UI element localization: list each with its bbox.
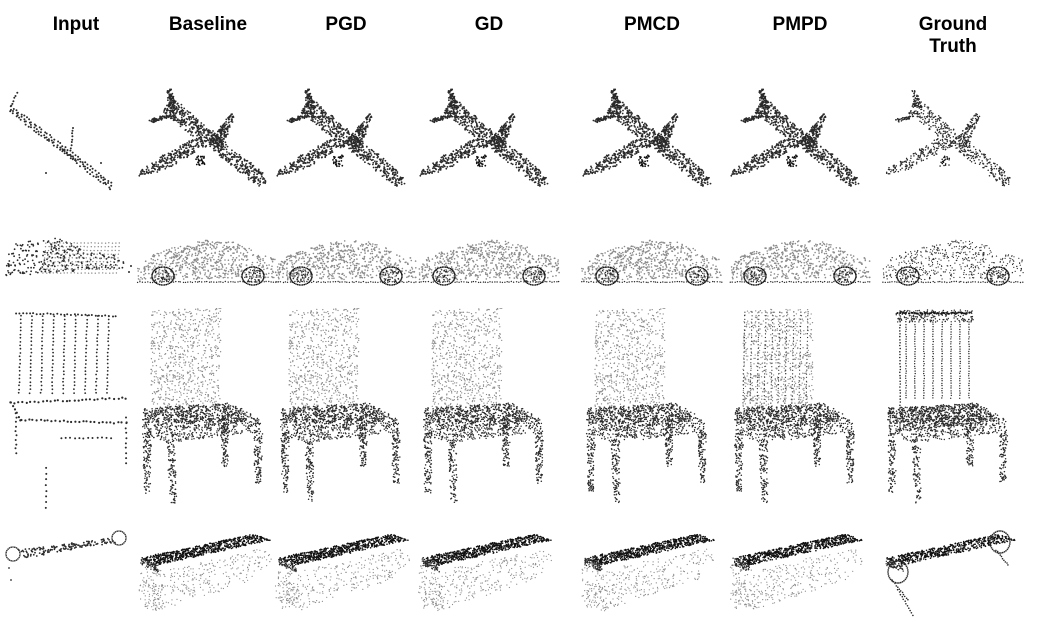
car-point-cloud-pmpd xyxy=(729,240,871,286)
column-header-pmpd: PMPD xyxy=(725,14,875,36)
point-cloud-bench-pgd xyxy=(271,520,421,620)
point-cloud-bench-input xyxy=(1,520,151,620)
airplane-point-cloud-baseline xyxy=(138,88,267,187)
column-header-input: Input xyxy=(1,14,151,36)
point-cloud-chair-input xyxy=(1,308,151,518)
point-cloud-car-ground-truth xyxy=(878,228,1028,293)
point-cloud-car-gd xyxy=(414,228,564,293)
bench-point-cloud-input xyxy=(5,530,127,581)
point-cloud-bench-ground-truth xyxy=(878,520,1028,620)
airplane-point-cloud-input xyxy=(9,91,113,191)
point-cloud-bench-baseline xyxy=(133,520,283,620)
bench-point-cloud-baseline xyxy=(138,534,272,611)
airplane-point-cloud-ground-truth xyxy=(885,89,1011,187)
point-cloud-airplane-input xyxy=(1,88,151,203)
chair-point-cloud-pmpd xyxy=(733,308,855,504)
car-point-cloud-input xyxy=(5,237,132,277)
point-cloud-airplane-pmcd xyxy=(577,88,727,203)
bench-point-cloud-gd xyxy=(418,533,552,612)
chair-point-cloud-pgd xyxy=(280,308,401,502)
car-point-cloud-ground-truth xyxy=(882,239,1024,286)
point-cloud-airplane-baseline xyxy=(133,88,283,203)
point-cloud-airplane-ground-truth xyxy=(878,88,1028,203)
bench-point-cloud-pgd xyxy=(274,533,410,611)
point-cloud-bench-gd xyxy=(414,520,564,620)
point-cloud-chair-pmpd xyxy=(725,308,875,518)
chair-point-cloud-gd xyxy=(423,308,544,504)
point-cloud-chair-baseline xyxy=(133,308,283,518)
car-point-cloud-pmcd xyxy=(581,239,723,286)
car-point-cloud-gd xyxy=(418,239,560,286)
chair-point-cloud-baseline xyxy=(141,308,264,504)
airplane-point-cloud-pmpd xyxy=(730,88,860,187)
point-cloud-car-baseline xyxy=(133,228,283,293)
car-point-cloud-baseline xyxy=(136,239,279,286)
airplane-point-cloud-pmcd xyxy=(582,88,712,187)
bench-point-cloud-pmpd xyxy=(729,533,863,610)
point-cloud-bench-pmcd xyxy=(577,520,727,620)
point-cloud-chair-pgd xyxy=(271,308,421,518)
point-cloud-bench-pmpd xyxy=(725,520,875,620)
column-header-gd: GD xyxy=(414,14,564,36)
airplane-point-cloud-gd xyxy=(419,88,549,187)
car-point-cloud-pgd xyxy=(275,240,417,286)
bench-point-cloud-pmcd xyxy=(581,533,715,612)
point-cloud-airplane-pgd xyxy=(271,88,421,203)
chair-point-cloud-input xyxy=(9,312,128,509)
point-cloud-chair-pmcd xyxy=(577,308,727,518)
column-header-pmcd: PMCD xyxy=(577,14,727,36)
point-cloud-airplane-pmpd xyxy=(725,88,875,203)
column-header-pgd: PGD xyxy=(271,14,421,36)
column-header-baseline: Baseline xyxy=(133,14,283,36)
point-cloud-airplane-gd xyxy=(414,88,564,203)
chair-point-cloud-ground-truth xyxy=(887,309,1009,504)
point-cloud-car-input xyxy=(1,228,151,293)
chair-point-cloud-pmcd xyxy=(585,308,707,504)
point-cloud-chair-ground-truth xyxy=(878,308,1028,518)
point-cloud-car-pmcd xyxy=(577,228,727,293)
bench-point-cloud-ground-truth xyxy=(885,530,1016,617)
airplane-point-cloud-pgd xyxy=(276,88,406,187)
column-header-ground-truth: Ground Truth xyxy=(878,14,1028,58)
point-cloud-chair-gd xyxy=(414,308,564,518)
point-cloud-car-pgd xyxy=(271,228,421,293)
point-cloud-car-pmpd xyxy=(725,228,875,293)
